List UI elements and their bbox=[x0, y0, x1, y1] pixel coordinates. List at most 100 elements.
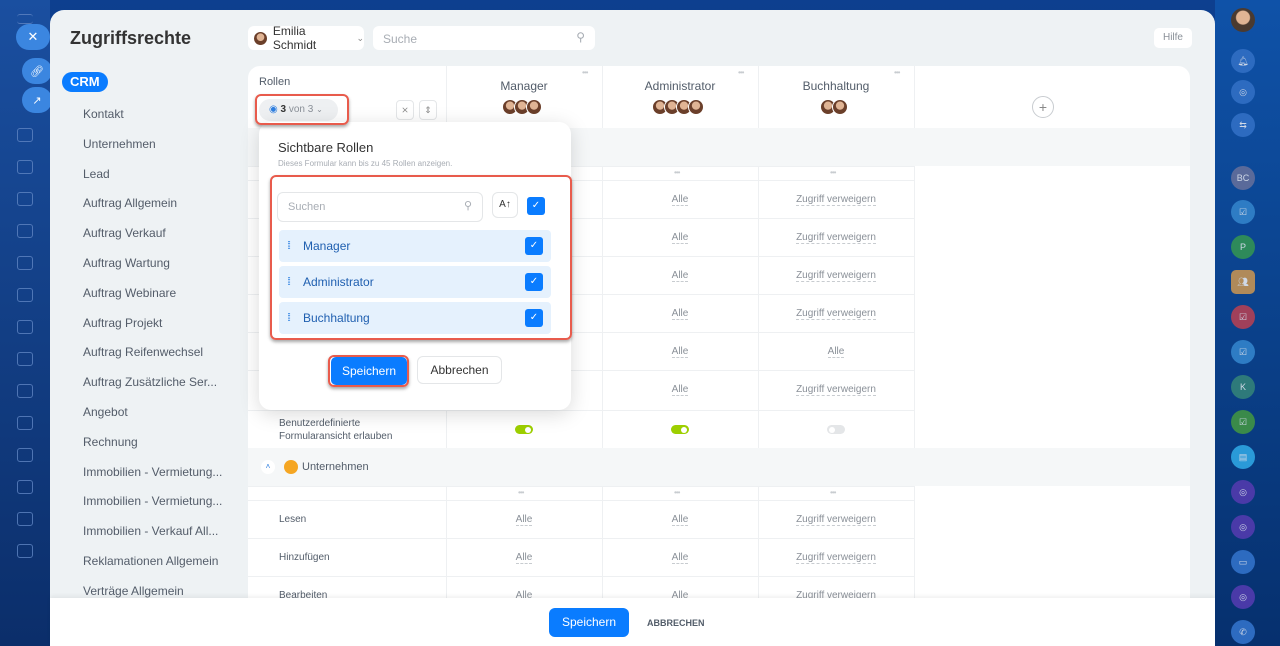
permission-cell[interactable]: Alle bbox=[602, 577, 758, 615]
nav-item[interactable]: Lead bbox=[83, 166, 110, 181]
nav-group-crm[interactable]: CRM bbox=[62, 72, 108, 92]
nav-item[interactable]: Auftrag Zusätzliche Ser... bbox=[83, 375, 218, 390]
nav-item[interactable]: Auftrag Allgemein bbox=[83, 196, 178, 211]
nav-item[interactable]: Auftrag Wartung bbox=[83, 256, 170, 270]
expand-all-button[interactable]: ⇕ bbox=[419, 100, 437, 120]
role-option[interactable]: ⁞⁞ Manager ✓ bbox=[279, 230, 551, 262]
copilot-icon[interactable]: ◎ bbox=[1231, 585, 1255, 609]
support-icon[interactable] bbox=[17, 512, 33, 526]
copilot-icon[interactable]: ◎ bbox=[1231, 80, 1255, 104]
bell-icon[interactable]: 🔔︎ bbox=[1231, 49, 1255, 73]
user-avatar[interactable] bbox=[1231, 8, 1255, 32]
permission-cell[interactable]: Alle bbox=[602, 333, 758, 371]
archive-icon[interactable] bbox=[17, 544, 33, 558]
popup-cancel-button[interactable]: Abbrechen bbox=[417, 356, 502, 384]
permission-cell[interactable]: Zugriff verweigern bbox=[758, 295, 914, 333]
drive-icon[interactable] bbox=[17, 192, 33, 206]
nav-item[interactable]: Angebot bbox=[83, 405, 128, 419]
permission-cell[interactable]: Alle bbox=[446, 501, 602, 539]
avatar-k[interactable]: K bbox=[1231, 375, 1255, 399]
toggle-switch[interactable] bbox=[671, 425, 689, 434]
permission-cell[interactable]: Zugriff verweigern bbox=[758, 539, 914, 577]
permission-cell[interactable]: Alle bbox=[602, 539, 758, 577]
role-option[interactable]: ⁞⁞ Buchhaltung ✓ bbox=[279, 302, 551, 334]
chat-icon[interactable] bbox=[17, 320, 33, 334]
mail-icon[interactable] bbox=[17, 288, 33, 302]
sort-button[interactable]: A↑ bbox=[492, 192, 518, 218]
messages-icon[interactable]: ▤ bbox=[1231, 445, 1255, 469]
role-option[interactable]: ⁞⁞ Administrator ✓ bbox=[279, 266, 551, 298]
sign-icon[interactable] bbox=[17, 352, 33, 366]
menu-icon[interactable] bbox=[17, 14, 33, 24]
more-icon[interactable]: ••• bbox=[518, 488, 524, 497]
group-icon[interactable]: 👥︎ bbox=[1231, 270, 1255, 294]
calendar-icon[interactable] bbox=[17, 160, 33, 174]
task-icon[interactable] bbox=[17, 256, 33, 270]
task-icon[interactable]: ☑ bbox=[1231, 410, 1255, 434]
file-icon[interactable] bbox=[17, 480, 33, 494]
task-icon[interactable]: ☑ bbox=[1231, 200, 1255, 224]
user-selector[interactable]: Emilia Schmidt ⌄ bbox=[248, 24, 364, 52]
nav-item[interactable]: Immobilien - Verkauf All... bbox=[83, 524, 219, 539]
role-checkbox[interactable]: ✓ bbox=[525, 309, 543, 327]
nav-item[interactable]: Kontakt bbox=[83, 107, 124, 121]
copy-link-button[interactable]: 🔗︎ bbox=[22, 58, 52, 84]
more-icon[interactable]: ••• bbox=[582, 68, 588, 77]
close-slider-button[interactable]: ✕ bbox=[16, 24, 50, 50]
permission-cell[interactable]: Alle bbox=[446, 577, 602, 615]
nav-item[interactable]: Auftrag Verkauf bbox=[83, 226, 166, 241]
role-checkbox[interactable]: ✓ bbox=[525, 273, 543, 291]
document-icon[interactable] bbox=[17, 128, 33, 142]
permission-cell[interactable]: Zugriff verweigern bbox=[758, 371, 914, 409]
permission-cell[interactable]: Alle bbox=[758, 333, 914, 371]
permission-cell[interactable]: Alle bbox=[446, 539, 602, 577]
nav-item[interactable]: Immobilien - Vermietung... bbox=[83, 464, 223, 479]
permission-cell[interactable]: Alle bbox=[602, 257, 758, 295]
toggle-switch[interactable] bbox=[515, 425, 533, 434]
nav-item[interactable]: Auftrag Reifenwechsel bbox=[83, 345, 204, 360]
nav-item[interactable]: Immobilien - Vermietung... bbox=[83, 494, 223, 509]
permission-cell[interactable]: Alle bbox=[602, 371, 758, 409]
permission-cell[interactable]: Zugriff verweigern bbox=[758, 257, 914, 295]
open-new-window-button[interactable]: ↗ bbox=[22, 87, 52, 113]
more-icon[interactable]: ••• bbox=[674, 488, 680, 497]
visible-roles-button[interactable]: ◉ 3 von 3 ⌄ bbox=[259, 99, 338, 121]
store-icon[interactable] bbox=[17, 384, 33, 398]
select-all-checkbox[interactable]: ✓ bbox=[527, 197, 545, 215]
popup-search-input[interactable]: Suchen ⚲ bbox=[277, 192, 483, 222]
nav-item[interactable]: Verträge Allgemein bbox=[83, 583, 184, 598]
contact-card-icon[interactable]: ▭ bbox=[1231, 550, 1255, 574]
copilot-icon[interactable]: ◎ bbox=[1231, 480, 1255, 504]
search-input[interactable]: Suche ⚲ bbox=[373, 26, 595, 50]
more-icon[interactable]: ••• bbox=[674, 168, 680, 177]
chat-sync-icon[interactable]: ⇆ bbox=[1231, 113, 1255, 137]
nav-item[interactable]: Reklamationen Allgemein bbox=[83, 554, 219, 568]
permission-cell[interactable]: Zugriff verweigern bbox=[758, 501, 914, 539]
permission-cell[interactable]: Zugriff verweigern bbox=[758, 577, 914, 615]
permission-cell[interactable]: Alle bbox=[602, 181, 758, 219]
section-unternehmen[interactable]: ˄ Unternehmen bbox=[248, 448, 1190, 486]
task-icon[interactable]: ☑ bbox=[1231, 305, 1255, 329]
help-button[interactable]: Hilfe bbox=[1154, 28, 1192, 48]
toggle-switch[interactable] bbox=[827, 425, 845, 434]
nav-item[interactable]: Auftrag Projekt bbox=[83, 315, 163, 330]
copilot-icon[interactable]: ◎ bbox=[1231, 515, 1255, 539]
filter-icon[interactable] bbox=[17, 416, 33, 430]
permission-cell[interactable]: Alle bbox=[602, 501, 758, 539]
cart-icon[interactable] bbox=[17, 448, 33, 462]
popup-save-button[interactable]: Speichern bbox=[331, 357, 407, 385]
nav-item[interactable]: Rechnung bbox=[83, 434, 138, 449]
avatar-p[interactable]: P bbox=[1231, 235, 1255, 259]
save-button[interactable]: Speichern bbox=[549, 608, 629, 637]
collapse-all-button[interactable]: ⨯ bbox=[396, 100, 414, 120]
permission-cell[interactable]: Alle bbox=[602, 219, 758, 257]
more-icon[interactable]: ••• bbox=[738, 68, 744, 77]
collapse-section-icon[interactable]: ˄ bbox=[261, 460, 275, 474]
permission-cell[interactable]: Zugriff verweigern bbox=[758, 181, 914, 219]
nav-item[interactable]: Unternehmen bbox=[83, 136, 156, 151]
presentation-icon[interactable] bbox=[17, 224, 33, 238]
more-icon[interactable]: ••• bbox=[830, 488, 836, 497]
role-checkbox[interactable]: ✓ bbox=[525, 237, 543, 255]
permission-cell[interactable]: Alle bbox=[602, 295, 758, 333]
add-role-button[interactable]: + bbox=[1032, 96, 1054, 118]
